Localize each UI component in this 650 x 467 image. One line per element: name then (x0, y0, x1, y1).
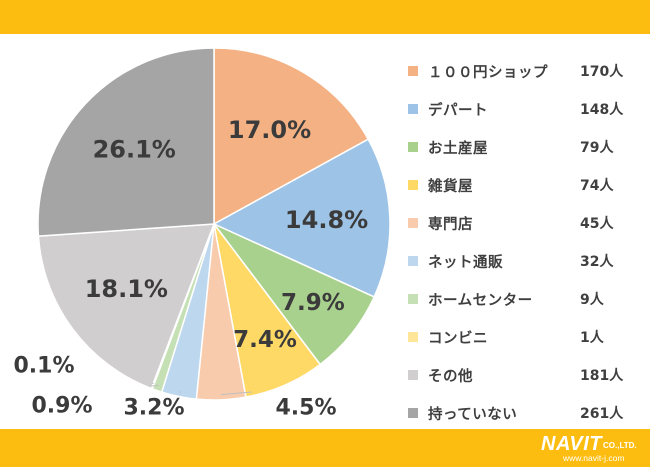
pie-slice-2 (212, 138, 391, 298)
legend: １００円ショップ 170人デパート 148人お土産屋 79人雑貨屋 74人専門店 45人ネ… (408, 52, 640, 432)
legend-item: その他 181人 (408, 356, 640, 394)
legend-item: お土産屋 79人 (408, 128, 640, 166)
logo-url: www.navit-j.com (563, 453, 625, 463)
percent-labels: 17.0% 14.8% 7.9% 7.4% 4.5% 3.2% 0.9% 0.1% 18.1% 2… (13, 116, 368, 420)
legend-item: デパート 148人 (408, 90, 640, 128)
legend-swatch (408, 332, 418, 342)
logo-text: NAVIT (541, 433, 603, 455)
legend-swatch (408, 256, 418, 266)
legend-count: 170人 (580, 64, 624, 80)
percent-label-6: 3.2% (123, 396, 184, 421)
legend-item: ネット通販 32人 (408, 242, 640, 280)
legend-count: 9人 (580, 292, 604, 308)
percent-label-3: 7.9% (281, 290, 345, 316)
bottom-banner (0, 429, 650, 467)
legend-label: デパート (428, 102, 488, 119)
pie-slices (37, 47, 391, 401)
legend-swatch (408, 408, 418, 418)
leader-lines (149, 382, 253, 396)
percent-label-10: 26.1% (93, 136, 176, 164)
percent-label-8: 0.1% (13, 354, 74, 379)
legend-count: 261人 (580, 406, 624, 422)
legend-label: １００円ショップ (428, 64, 548, 81)
legend-label: 雑貨屋 (428, 178, 473, 195)
pie-slice-9 (37, 223, 216, 390)
percent-label-2: 14.8% (285, 206, 368, 234)
pie-slice-10 (37, 47, 215, 237)
legend-swatch (408, 142, 418, 152)
percent-label-7: 0.9% (31, 394, 92, 419)
legend-swatch (408, 66, 418, 76)
legend-item: ホームセンター 9人 (408, 280, 640, 318)
legend-count: 45人 (580, 216, 614, 232)
percent-label-5: 4.5% (275, 396, 336, 421)
legend-swatch (408, 104, 418, 114)
legend-count: 1人 (580, 330, 604, 346)
logo-suffix: CO.,LTD. (603, 441, 637, 450)
leader-line-8 (151, 382, 154, 385)
legend-swatch (408, 180, 418, 190)
legend-label: コンビニ (428, 330, 488, 347)
percent-label-1: 17.0% (228, 116, 311, 144)
legend-count: 181人 (580, 368, 624, 384)
legend-count: 32人 (580, 254, 614, 270)
percent-label-4: 7.4% (233, 327, 297, 353)
percent-label-9: 18.1% (85, 275, 168, 303)
legend-count: 74人 (580, 178, 614, 194)
legend-count: 148人 (580, 102, 624, 118)
legend-item: コンビニ 1人 (408, 318, 640, 356)
legend-label: お土産屋 (428, 140, 488, 157)
legend-swatch (408, 218, 418, 228)
legend-label: 持っていない (428, 406, 518, 423)
legend-item: １００円ショップ 170人 (408, 52, 640, 90)
legend-label: 専門店 (428, 216, 473, 233)
legend-swatch (408, 294, 418, 304)
leader-line-5 (220, 391, 253, 396)
legend-label: ネット通販 (428, 254, 503, 271)
legend-count: 79人 (580, 140, 614, 156)
legend-item: 持っていない 261人 (408, 394, 640, 432)
navit-logo: NAVIT CO.,LTD. www.navit-j.com (541, 432, 645, 464)
legend-swatch (408, 370, 418, 380)
legend-item: 専門店 45人 (408, 204, 640, 242)
pie-slice-1 (213, 47, 370, 226)
top-banner (0, 0, 650, 34)
legend-label: その他 (428, 368, 473, 385)
legend-label: ホームセンター (428, 292, 533, 309)
legend-item: 雑貨屋 74人 (408, 166, 640, 204)
